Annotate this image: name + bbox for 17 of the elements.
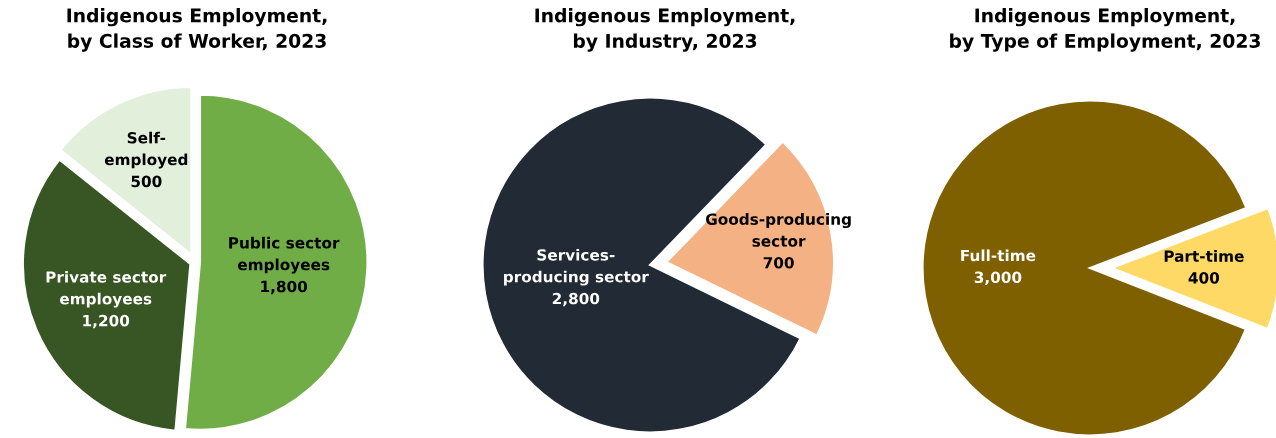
- chart-title: Indigenous Employment, by Type of Employment, 2023: [950, 8, 1260, 52]
- data-label: 2,800: [552, 292, 600, 307]
- chart-title: Indigenous Employment, by Class of Worker, 2023: [67, 8, 327, 52]
- slice-label: Private sector employees: [46, 270, 167, 308]
- slice-label: Full-time: [961, 249, 1036, 262]
- data-label: 700: [763, 257, 794, 269]
- slice-label: Part-time: [1164, 250, 1244, 262]
- slice-label: Self- employed: [104, 131, 188, 169]
- data-label: 500: [131, 175, 162, 188]
- slice-label: Goods-producing sector: [705, 213, 851, 247]
- chart-title: Indigenous Employment, by Industry, 2023: [535, 8, 795, 52]
- data-label: 1,800: [261, 280, 308, 295]
- data-label: 400: [1188, 272, 1220, 284]
- data-label: 1,200: [83, 314, 130, 329]
- slice-label: Public sector employees: [229, 236, 340, 274]
- data-label: 3,000: [974, 271, 1022, 285]
- slice-label: Services- producing sector: [504, 248, 649, 286]
